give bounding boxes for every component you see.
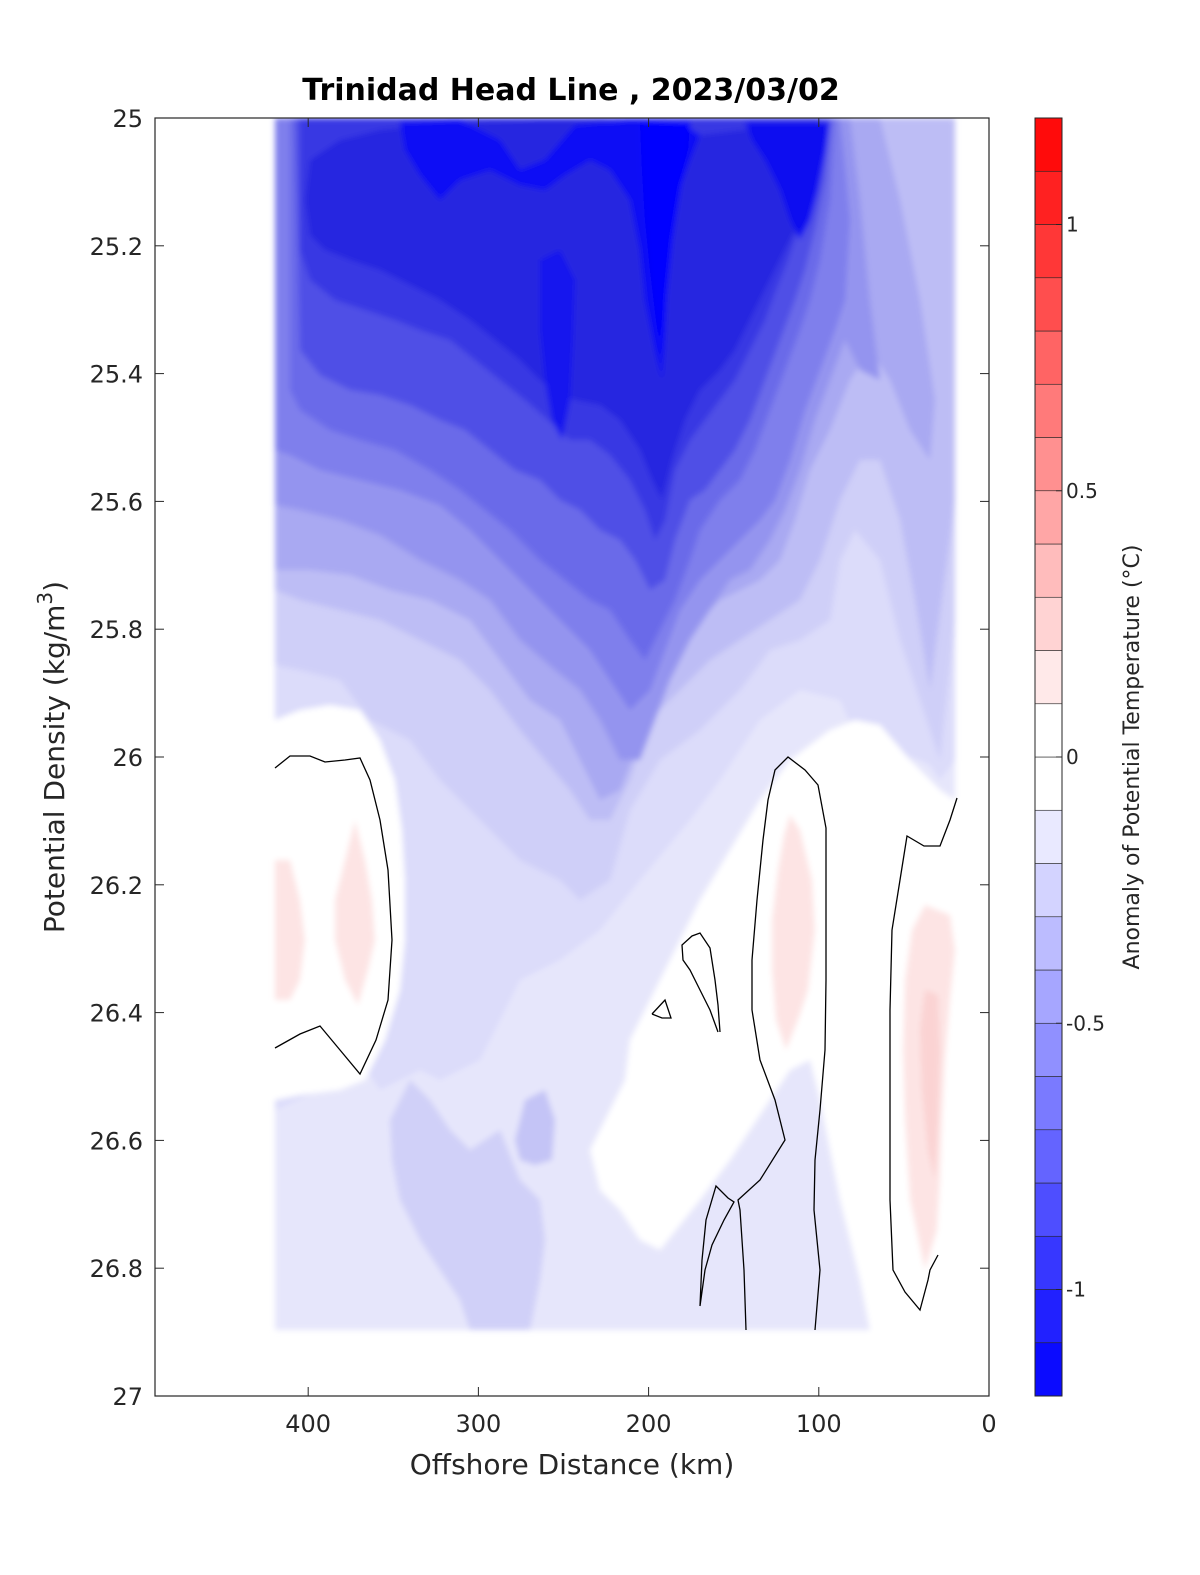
zero-contour	[889, 797, 958, 1312]
colorbar-swatch	[1034, 117, 1063, 172]
zero-contours	[274, 755, 958, 1331]
colorbar-swatch	[1034, 863, 1063, 918]
zero-contour	[681, 932, 721, 1033]
colorbar-tick-label: -0.5	[1066, 1011, 1105, 1035]
y-axis-label: Potential Density (kg/m3)	[33, 581, 71, 933]
colorbar-swatch	[1034, 277, 1063, 332]
colorbar-swatch	[1034, 1289, 1063, 1344]
colorbar-tick-label: 1	[1066, 213, 1079, 237]
y-tick-label: 27	[112, 1383, 143, 1411]
x-tick-label: 400	[285, 1410, 331, 1438]
colorbar-label: Anomaly of Potential Temperature (°C)	[1120, 545, 1145, 970]
x-tick-label: 100	[796, 1410, 842, 1438]
y-tick-label: 26.2	[90, 872, 143, 900]
y-tick-label: 25.4	[90, 361, 143, 389]
y-axis-label-main: Potential Density (kg/m	[38, 605, 71, 934]
colorbar-swatch	[1034, 1129, 1063, 1184]
contour-band	[745, 122, 830, 240]
x-tick-label: 200	[626, 1410, 672, 1438]
colorbar-swatch	[1034, 1076, 1063, 1131]
contour-band	[275, 860, 305, 1000]
colorbar-swatch	[1034, 490, 1063, 545]
colorbar-tick-label: -1	[1066, 1278, 1086, 1302]
x-tick-label: 300	[455, 1410, 501, 1438]
colorbar-swatch	[1034, 1342, 1063, 1397]
contour-fill	[275, 118, 955, 1330]
y-tick-label: 25.8	[90, 616, 143, 644]
y-axis: 25 25.2 25.4 25.6 25.8 26 26.2 26.4 26.6 26.8 27	[90, 105, 989, 1411]
colorbar-swatch	[1034, 596, 1063, 651]
contour-band	[515, 1090, 555, 1165]
y-tick-label: 25.2	[90, 233, 143, 261]
contour-band	[590, 720, 955, 1330]
zero-contour	[737, 756, 827, 1331]
colorbar-swatch	[1034, 809, 1063, 864]
colorbar-swatch	[1034, 650, 1063, 705]
y-tick-label: 25	[112, 105, 143, 133]
colorbar-swatch	[1034, 543, 1063, 598]
colorbar-swatch	[1034, 969, 1063, 1024]
colorbar-tick-label: 0.5	[1066, 479, 1098, 503]
contour-band	[390, 1080, 545, 1330]
chart-title: Trinidad Head Line , 2023/03/02	[302, 73, 839, 108]
colorbar-ticks: 1 0.5 0 -0.5 -1	[1056, 213, 1105, 1302]
y-axis-label-superscript: 3	[33, 592, 57, 605]
zero-contour	[274, 755, 393, 1076]
y-tick-label: 25.6	[90, 488, 143, 516]
colorbar-swatch	[1034, 383, 1063, 438]
y-tick-label: 26.8	[90, 1255, 143, 1283]
contour-band	[400, 120, 700, 380]
colorbar-tick-label: 0	[1066, 745, 1079, 769]
colorbar-swatch	[1034, 756, 1063, 811]
colorbar-swatch	[1034, 330, 1063, 385]
y-axis-label-end: )	[38, 581, 71, 592]
colorbar-swatch	[1034, 1022, 1063, 1077]
contour-band	[335, 820, 375, 1005]
x-axis: 400 300 200 100 0	[285, 118, 997, 1438]
zero-contour	[699, 1184, 735, 1307]
colorbar-swatch	[1034, 916, 1063, 971]
colorbar: 1 0.5 0 -0.5 -1 Anomaly of Potential Tempera…	[1034, 117, 1145, 1397]
contour-band	[772, 815, 815, 1050]
contour-field	[274, 118, 958, 1331]
colorbar-swatch	[1034, 703, 1063, 758]
contour-band	[640, 122, 690, 360]
contour-band	[540, 250, 575, 440]
colorbar-swatch	[1034, 224, 1063, 279]
colorbar-swatch	[1034, 437, 1063, 492]
plot-area	[154, 117, 990, 1397]
colorbar-swatch	[1034, 1182, 1063, 1237]
x-axis-label: Offshore Distance (km)	[410, 1448, 735, 1481]
colorbar-swatch	[1034, 1235, 1063, 1290]
zero-contour	[651, 998, 672, 1019]
y-tick-label: 26.6	[90, 1127, 143, 1155]
y-tick-label: 26.4	[90, 1000, 143, 1028]
y-tick-label: 26	[112, 744, 143, 772]
contour-band	[920, 990, 940, 1180]
colorbar-swatch	[1034, 170, 1063, 225]
x-tick-label: 0	[981, 1410, 996, 1438]
